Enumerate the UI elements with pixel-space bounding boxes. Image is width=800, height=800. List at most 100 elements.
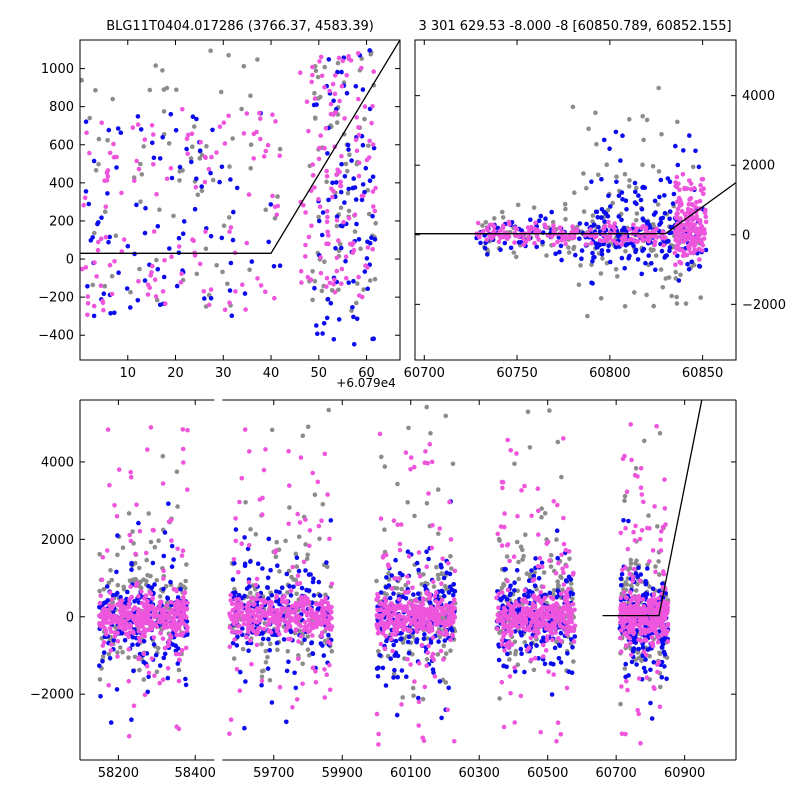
data-point (189, 159, 194, 165)
data-point (477, 234, 482, 240)
data-point (421, 624, 426, 630)
data-point (583, 242, 589, 247)
data-point (169, 543, 175, 549)
data-point (406, 554, 412, 559)
data-point (84, 130, 89, 136)
data-point (284, 719, 289, 725)
data-point (541, 570, 547, 575)
data-point (324, 179, 329, 185)
data-point (439, 565, 444, 570)
data-point (336, 55, 342, 61)
data-point (564, 631, 569, 637)
data-point (373, 221, 379, 226)
data-point (657, 194, 662, 200)
data-point (296, 639, 301, 644)
data-point (257, 497, 263, 502)
data-point (643, 260, 648, 266)
data-point (272, 632, 277, 637)
data-point (351, 278, 356, 284)
data-point (635, 650, 641, 655)
data-point (264, 612, 270, 618)
data-point (129, 560, 134, 566)
data-point (653, 564, 658, 569)
data-point (502, 511, 507, 516)
data-point (255, 592, 261, 598)
data-point (448, 613, 453, 618)
data-point (566, 549, 572, 554)
data-point (310, 625, 316, 631)
data-point (96, 136, 102, 142)
data-point (194, 116, 199, 122)
data-point (411, 592, 416, 597)
data-point (324, 275, 330, 281)
data-point (327, 536, 332, 542)
data-point (636, 646, 641, 652)
data-point (648, 667, 653, 673)
top-right-plot-area (415, 85, 736, 319)
data-point (263, 148, 269, 154)
data-point (622, 498, 627, 504)
data-point (260, 566, 265, 571)
data-point (387, 595, 393, 601)
data-point (499, 585, 505, 591)
data-point (107, 613, 113, 618)
data-point (356, 160, 362, 165)
data-point (169, 564, 175, 569)
data-point (138, 617, 144, 622)
data-point (599, 177, 604, 182)
data-point (553, 607, 559, 612)
data-point (359, 197, 365, 203)
data-point (227, 625, 233, 630)
data-point (551, 223, 556, 228)
data-point (120, 545, 126, 550)
data-point (548, 627, 554, 632)
data-point (353, 137, 359, 143)
data-point (405, 656, 410, 662)
data-point (562, 237, 568, 242)
data-point (127, 578, 133, 583)
data-point (588, 227, 593, 232)
data-point (194, 271, 200, 277)
data-point (145, 627, 151, 633)
data-point (168, 517, 174, 523)
data-point (99, 120, 104, 126)
data-point (429, 459, 435, 465)
data-point (219, 235, 225, 241)
data-point (377, 653, 383, 658)
data-point (249, 661, 254, 667)
data-point (529, 641, 534, 647)
data-point (291, 617, 297, 623)
data-point (179, 618, 185, 624)
data-point (157, 594, 163, 599)
data-point (567, 235, 573, 241)
data-point (399, 522, 404, 527)
data-point (504, 554, 510, 559)
data-point (534, 234, 540, 239)
data-point (290, 603, 295, 609)
data-point (160, 289, 166, 294)
data-point (355, 51, 361, 56)
data-point (531, 573, 537, 579)
data-point (295, 656, 301, 661)
data-point (429, 625, 434, 630)
data-point (272, 550, 278, 555)
data-point (540, 612, 546, 618)
data-point (98, 236, 104, 242)
data-point (614, 174, 619, 180)
data-point (496, 642, 501, 647)
data-point (141, 639, 147, 644)
data-point (577, 236, 582, 241)
data-point (329, 604, 334, 610)
data-point (418, 609, 424, 614)
data-point (329, 616, 334, 621)
data-point (412, 513, 417, 519)
data-point (329, 609, 334, 615)
data-point (322, 451, 328, 457)
data-point (241, 63, 247, 69)
data-point (514, 539, 520, 545)
data-point (404, 604, 409, 609)
data-point (507, 221, 512, 227)
data-point (572, 634, 578, 639)
data-point (334, 268, 340, 274)
data-point (703, 247, 709, 253)
